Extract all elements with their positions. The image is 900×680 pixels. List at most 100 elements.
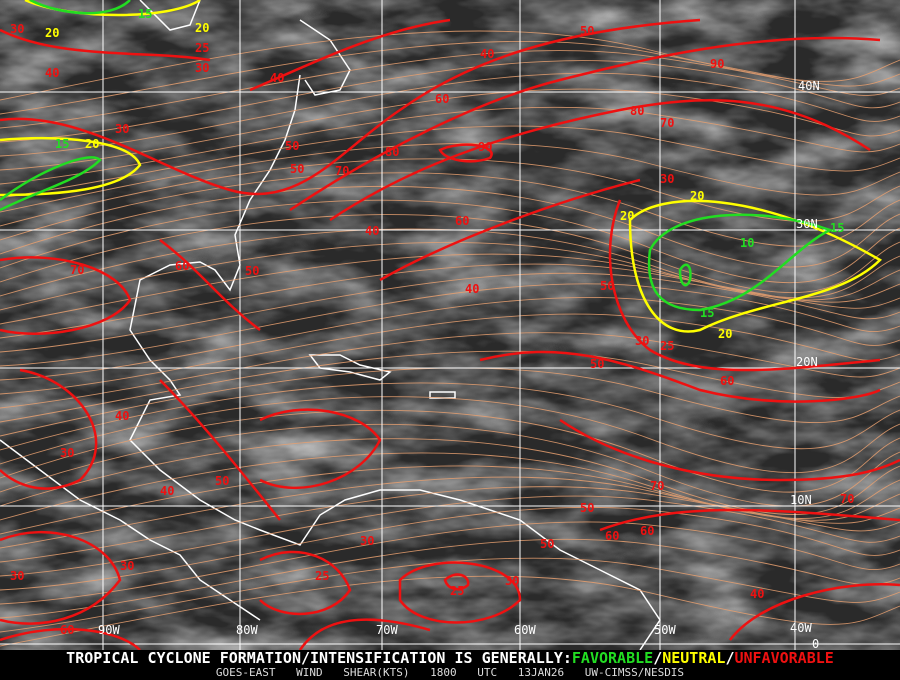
streamline bbox=[0, 199, 900, 284]
streamline bbox=[0, 214, 900, 294]
unfavorable-legend: UNFAVORABLE bbox=[734, 649, 834, 667]
streamline bbox=[0, 438, 900, 515]
separator: / bbox=[653, 649, 663, 667]
contour-label: 25 bbox=[450, 584, 464, 598]
contour-label: 50 bbox=[215, 474, 229, 488]
contour-label: 60 bbox=[605, 529, 619, 543]
contour-label: 30 bbox=[660, 172, 674, 186]
streamline bbox=[0, 185, 900, 268]
contour-label: 20 bbox=[620, 209, 634, 223]
lat-label: 0 bbox=[812, 637, 819, 650]
streamline bbox=[0, 50, 900, 129]
cloud-imagery bbox=[0, 0, 900, 650]
favorable-legend: FAVORABLE bbox=[571, 649, 654, 667]
lon-label: 50W bbox=[654, 623, 676, 637]
contour-label: 30 bbox=[60, 446, 74, 460]
streamline bbox=[0, 88, 900, 171]
lon-label: 70W bbox=[376, 623, 398, 637]
streamline bbox=[0, 296, 900, 381]
contour-label: 30 bbox=[360, 534, 374, 548]
contour-label: 40 bbox=[115, 409, 129, 423]
lat-label: 20N bbox=[796, 355, 818, 369]
contour-label: 15 bbox=[138, 7, 152, 21]
lat-lon-grid bbox=[0, 0, 900, 650]
separator: / bbox=[725, 649, 735, 667]
neutral-legend: NEUTRAL bbox=[662, 649, 726, 667]
contour-label: 30 bbox=[115, 122, 129, 136]
contour-label: 60 bbox=[435, 92, 449, 106]
contour-label: 25 bbox=[315, 569, 329, 583]
contour-label: 40 bbox=[160, 484, 174, 498]
contour-label: 40 bbox=[365, 224, 379, 238]
contour-label: 20 bbox=[85, 137, 99, 151]
contour-label: 30 bbox=[505, 574, 519, 588]
product-caption: TROPICAL CYCLONE FORMATION/INTENSIFICATI… bbox=[0, 650, 900, 680]
contour-label: 80 bbox=[385, 145, 399, 159]
contour-label: 20 bbox=[718, 327, 732, 341]
lon-label: 60W bbox=[514, 623, 536, 637]
contour-label: 20 bbox=[45, 26, 59, 40]
contour-label: 70 bbox=[660, 116, 674, 130]
product-date: 13JAN26 bbox=[517, 666, 565, 679]
contour-label: 50 bbox=[600, 279, 614, 293]
product-source: GOES-EAST WIND SHEAR(KTS) bbox=[215, 666, 410, 679]
streamline bbox=[0, 30, 900, 101]
streamline bbox=[0, 396, 900, 474]
contour-label: 50 bbox=[285, 139, 299, 153]
contour-label: 15 bbox=[55, 137, 69, 151]
streamline bbox=[0, 538, 900, 619]
wind-streamlines bbox=[0, 30, 900, 647]
contour-label: 60 bbox=[175, 259, 189, 273]
streamline bbox=[0, 228, 900, 299]
contour-label: 20 bbox=[195, 21, 209, 35]
contour-label: 15 bbox=[830, 221, 844, 235]
lon-label: 40W bbox=[790, 621, 812, 635]
product-time: 1800 UTC bbox=[430, 666, 498, 679]
contour-label: 40 bbox=[270, 71, 284, 85]
streamline bbox=[0, 486, 900, 563]
contour-label: 15 bbox=[700, 306, 714, 320]
contour-label: 60 bbox=[720, 374, 734, 388]
contour-label: 60 bbox=[60, 623, 74, 637]
streamline bbox=[0, 106, 900, 185]
contour-label: 25 bbox=[195, 41, 209, 55]
contour-label: 40 bbox=[465, 282, 479, 296]
streamline bbox=[0, 521, 900, 605]
streamline bbox=[0, 263, 900, 339]
contour-label: 25 bbox=[660, 339, 674, 353]
streamline bbox=[0, 367, 900, 437]
map-canvas: 30 20 15 20 25 30 40 40 20 15 30 40 50 60 50 40 90 90 80 70… bbox=[0, 0, 900, 650]
headline: TROPICAL CYCLONE FORMATION/INTENSIFICATI… bbox=[0, 650, 900, 667]
contour-label: 50 bbox=[580, 501, 594, 515]
contour-label: 90 bbox=[710, 57, 724, 71]
streamline bbox=[0, 272, 900, 353]
contour-label: 30 bbox=[10, 569, 24, 583]
streamline bbox=[0, 125, 900, 199]
contour-label: 40 bbox=[45, 66, 59, 80]
lon-label: 90W bbox=[98, 623, 120, 637]
contour-label: 30 bbox=[635, 334, 649, 348]
product-info: GOES-EAST WIND SHEAR(KTS) 1800 UTC 13JAN… bbox=[0, 667, 900, 679]
lat-label: 30N bbox=[796, 217, 818, 231]
streamline bbox=[0, 40, 900, 115]
streamline bbox=[0, 60, 900, 143]
lat-label: 40N bbox=[798, 79, 820, 93]
contour-label: 50 bbox=[540, 537, 554, 551]
contour-label: 10 bbox=[740, 236, 754, 250]
lon-label: 80W bbox=[236, 623, 258, 637]
streamline bbox=[0, 382, 900, 451]
streamline bbox=[0, 575, 900, 647]
streamline bbox=[0, 253, 900, 325]
streamline bbox=[0, 476, 900, 549]
coastlines bbox=[0, 0, 661, 650]
unfavorable-contours bbox=[0, 18, 900, 650]
shear-contours bbox=[0, 0, 900, 650]
contour-label: 60 bbox=[455, 214, 469, 228]
contour-label: 30 bbox=[195, 61, 209, 75]
streamline bbox=[0, 423, 900, 507]
contour-label: 40 bbox=[480, 47, 494, 61]
streamline bbox=[0, 241, 900, 311]
contour-label: 30 bbox=[10, 22, 24, 36]
contour-label: 30 bbox=[120, 559, 134, 573]
streamline bbox=[0, 332, 900, 409]
